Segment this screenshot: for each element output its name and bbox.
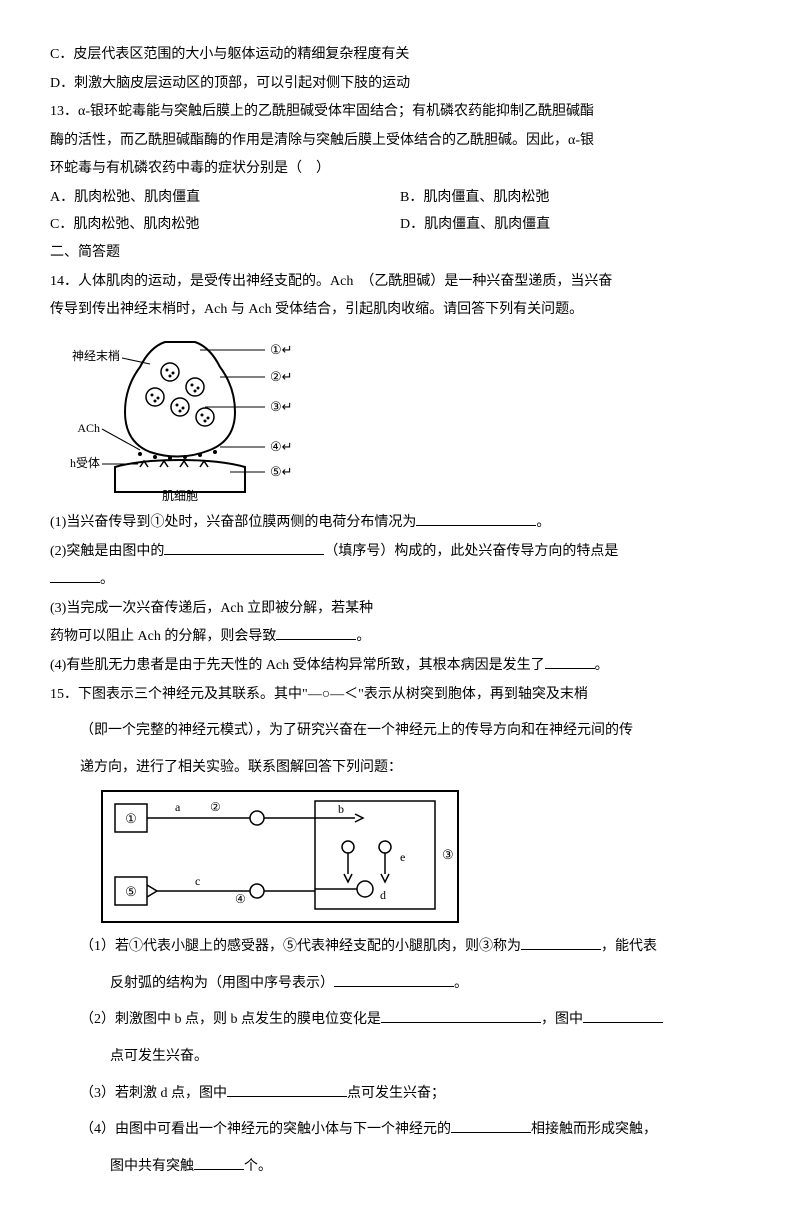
section-heading: 二、简答题 xyxy=(50,240,750,267)
q14-p2a: (2)突触是由图中的 xyxy=(50,544,164,559)
q15-p2-blank2[interactable] xyxy=(583,1008,663,1023)
q15-p4-blank1[interactable] xyxy=(451,1118,531,1133)
q14-p4a: (4)有些肌无力患者是由于先天性的 Ach 受体结构异常所致，其根本病因是发生了 xyxy=(50,658,545,673)
svg-text:②: ② xyxy=(210,800,221,814)
q15-p1c-line: 反射弧的结构为（用图中序号表示） 。 xyxy=(110,971,750,998)
svg-text:d: d xyxy=(380,888,386,902)
q14-p3a: (3)当完成一次兴奋传递后，Ach 立即被分解，若某种 xyxy=(50,596,750,623)
q14-diagram: 神经末梢 ACh ACh受体 肌细胞 ①↵ ②↵ ③↵ ④↵ ⑤↵ xyxy=(70,332,750,502)
q14-line1: 14．人体肌肉的运动，是受传出神经支配的。Ach （乙酰胆碱）是一种兴奋型递质，… xyxy=(50,269,750,296)
q15-line1: 15．下图表示三个神经元及其联系。其中"—○—＜"表示从树突到胞体，再到轴突及末… xyxy=(50,682,750,709)
svg-text:⑤: ⑤ xyxy=(125,884,137,899)
svg-text:c: c xyxy=(195,874,200,888)
q14-p4-end: 。 xyxy=(595,658,609,673)
q15-p4b: 相接触而形成突触， xyxy=(531,1122,657,1137)
q15-p1c: 反射弧的结构为（用图中序号表示） xyxy=(110,976,334,991)
q13-opt-d: D．肌肉僵直、肌肉僵直 xyxy=(400,212,750,239)
label-ach: ACh xyxy=(77,421,100,435)
q15-line2: （即一个完整的神经元模式），为了研究兴奋在一个神经元上的传导方向和在神经元间的传 xyxy=(80,718,750,745)
q14-p2b: （填序号）构成的，此处兴奋传导方向的特点是 xyxy=(324,544,618,559)
q15-p3a: （3）若刺激 d 点，图中 xyxy=(80,1086,227,1101)
q15-p1-blank2[interactable] xyxy=(334,971,454,986)
q13-opt-b: B．肌肉僵直、肌肉松弛 xyxy=(400,185,750,212)
q15-p1: （1）若①代表小腿上的感受器，⑤代表神经支配的小腿肌肉，则③称为 ，能代表 xyxy=(80,934,750,961)
q13-line2: 酶的活性，而乙酰胆碱酯酶的作用是清除与突触后膜上受体结合的乙酰胆碱。因此，α-银 xyxy=(50,128,750,155)
q15-p3: （3）若刺激 d 点，图中 点可发生兴奋； xyxy=(80,1081,750,1108)
q15-p1-blank1[interactable] xyxy=(521,935,601,950)
q13-line1: 13．α-银环蛇毒能与突触后膜上的乙酰胆碱受体牢固结合；有机磷农药能抑制乙酰胆碱… xyxy=(50,99,750,126)
q15-p4: （4）由图中可看出一个神经元的突触小体与下一个神经元的 相接触而形成突触， xyxy=(80,1117,750,1144)
svg-text:e: e xyxy=(400,850,405,864)
q15-p3-blank[interactable] xyxy=(227,1081,347,1096)
q15-p4a: （4）由图中可看出一个神经元的突触小体与下一个神经元的 xyxy=(80,1122,451,1137)
q14-p4: (4)有些肌无力患者是由于先天性的 Ach 受体结构异常所致，其根本病因是发生了… xyxy=(50,653,750,680)
q15-diagram: ① a ② ③ b e d ⑤ c ④ xyxy=(100,789,750,924)
opt-c-text: C．皮层代表区范围的大小与躯体运动的精细复杂程度有关 xyxy=(50,42,750,69)
q14-p3-blank[interactable] xyxy=(276,625,356,640)
svg-text:②↵: ②↵ xyxy=(270,369,293,384)
q15-p2: （2）刺激图中 b 点，则 b 点发生的膜电位变化是 ，图中 xyxy=(80,1007,750,1034)
q14-p3b: 药物可以阻止 Ach 的分解，则会导致 xyxy=(50,629,276,644)
q13-options: A．肌肉松弛、肌肉僵直 B．肌肉僵直、肌肉松弛 C．肌肉松弛、肌肉松弛 D．肌肉… xyxy=(50,185,750,238)
svg-text:b: b xyxy=(338,802,344,816)
q14-p1-blank[interactable] xyxy=(416,511,536,526)
q15-p1-end: 。 xyxy=(454,976,468,991)
q14-p2: (2)突触是由图中的 （填序号）构成的，此处兴奋传导方向的特点是 xyxy=(50,539,750,566)
q14-p3-end: 。 xyxy=(356,629,370,644)
q14-p1-end: 。 xyxy=(536,515,550,530)
label-nerve-terminal: 神经末梢 xyxy=(72,348,120,363)
q15-p2b: ，图中 xyxy=(541,1012,583,1027)
q14-p3b-line: 药物可以阻止 Ach 的分解，则会导致 。 xyxy=(50,624,750,651)
svg-text:④: ④ xyxy=(235,892,246,906)
q15-p2a: （2）刺激图中 b 点，则 b 点发生的膜电位变化是 xyxy=(80,1012,381,1027)
q15-p1b: ，能代表 xyxy=(601,939,657,954)
neuron-network-svg: ① a ② ③ b e d ⑤ c ④ xyxy=(100,789,460,924)
opt-d-text: D．刺激大脑皮层运动区的顶部，可以引起对侧下肢的运动 xyxy=(50,71,750,98)
q15-p3b: 点可发生兴奋； xyxy=(347,1086,445,1101)
synapse-diagram-svg: 神经末梢 ACh ACh受体 肌细胞 ①↵ ②↵ ③↵ ④↵ ⑤↵ xyxy=(70,332,330,502)
q15-p4c-line: 图中共有突触 个。 xyxy=(110,1154,750,1181)
svg-text:④↵: ④↵ xyxy=(270,439,293,454)
q15-p2-blank1[interactable] xyxy=(381,1008,541,1023)
q14-p1-text: (1)当兴奋传导到①处时，兴奋部位膜两侧的电荷分布情况为 xyxy=(50,515,416,530)
label-muscle-cell: 肌细胞 xyxy=(162,489,198,502)
svg-text:③: ③ xyxy=(442,847,454,862)
q13-opt-a: A．肌肉松弛、肌肉僵直 xyxy=(50,185,400,212)
q15-p2c: 点可发生兴奋。 xyxy=(110,1044,750,1071)
q14-p2-blank1[interactable] xyxy=(164,539,324,554)
svg-text:⑤↵: ⑤↵ xyxy=(270,464,293,479)
q14-p2-end: 。 xyxy=(50,567,750,594)
q14-p1: (1)当兴奋传导到①处时，兴奋部位膜两侧的电荷分布情况为 。 xyxy=(50,510,750,537)
q14-line2: 传导到传出神经末梢时，Ach 与 Ach 受体结合，引起肌肉收缩。请回答下列有关… xyxy=(50,297,750,324)
q15-p4d: 个。 xyxy=(244,1159,272,1174)
label-ach-receptor: ACh受体 xyxy=(70,456,100,470)
svg-text:①: ① xyxy=(125,811,137,826)
q14-p2-endtxt: 。 xyxy=(100,572,114,587)
q14-p4-blank[interactable] xyxy=(545,654,595,669)
q13-opt-c: C．肌肉松弛、肌肉松弛 xyxy=(50,212,400,239)
q13-line3: 环蛇毒与有机磷农药中毒的症状分别是（ ） xyxy=(50,156,750,183)
q15-p4c: 图中共有突触 xyxy=(110,1159,194,1174)
q15-p1a: （1）若①代表小腿上的感受器，⑤代表神经支配的小腿肌肉，则③称为 xyxy=(80,939,521,954)
svg-text:a: a xyxy=(175,800,181,814)
q15-p4-blank2[interactable] xyxy=(194,1154,244,1169)
q14-p2-blank2[interactable] xyxy=(50,568,100,583)
svg-text:③↵: ③↵ xyxy=(270,399,293,414)
svg-text:①↵: ①↵ xyxy=(270,342,293,357)
q15-line3: 递方向，进行了相关实验。联系图解回答下列问题： xyxy=(80,755,750,782)
